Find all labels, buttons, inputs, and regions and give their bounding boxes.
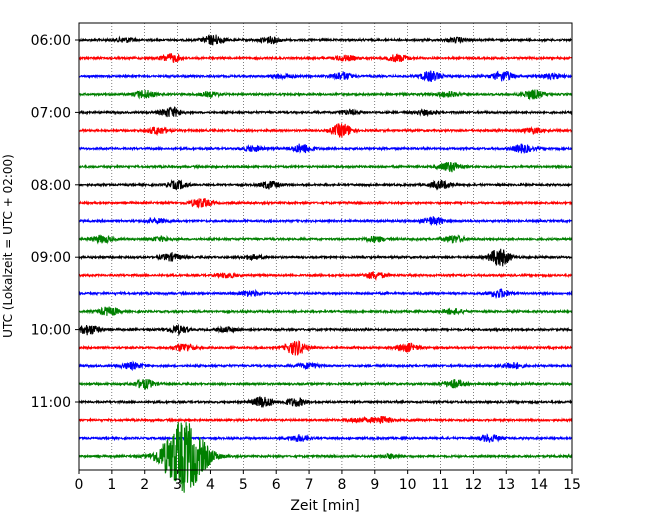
x-tick-label-15: 15: [563, 477, 581, 493]
y-axis-label: UTC (Lokalzeit = UTC + 02:00): [1, 154, 15, 338]
y-axis-ticks: 06:00 07:00 08:00 09:00 10:00 11:00: [31, 33, 79, 411]
y-tick-label-08:00: 08:00: [31, 178, 71, 194]
x-tick-label-10: 10: [399, 477, 417, 493]
trace-11:30: [78, 433, 573, 443]
x-tick-label-5: 5: [239, 477, 248, 493]
plot-frame: [78, 22, 573, 471]
trace-10:45: [78, 378, 573, 391]
trace-08:00: [78, 179, 573, 191]
x-tick-label-3: 3: [173, 477, 182, 493]
y-tick-label-10:00: 10:00: [31, 323, 71, 339]
x-tick-label-0: 0: [75, 477, 84, 493]
trace-11:45: [78, 422, 573, 493]
x-axis-ticks: 0 1 2 3 4 5 6 7 8 9 10 11 12 13 14 15: [75, 470, 581, 493]
y-tick-label-07:00: 07:00: [31, 105, 71, 121]
trace-07:45: [78, 161, 573, 173]
trace-07:00: [78, 106, 573, 118]
x-tick-label-12: 12: [464, 477, 482, 493]
trace-06:45: [78, 89, 573, 101]
trace-06:00: [78, 34, 573, 46]
x-tick-label-7: 7: [305, 477, 314, 493]
x-tick-label-9: 9: [370, 477, 379, 493]
y-tick-label-11:00: 11:00: [31, 395, 71, 411]
x-tick-label-1: 1: [107, 477, 116, 493]
trace-06:15: [78, 53, 573, 63]
trace-07:30: [78, 143, 573, 154]
trace-11:15: [78, 415, 573, 424]
x-axis-label: Zeit [min]: [290, 498, 359, 514]
trace-10:00: [78, 323, 573, 337]
x-tick-label-2: 2: [140, 477, 149, 493]
trace-06:30: [78, 70, 573, 82]
x-tick-label-11: 11: [432, 477, 450, 493]
y-tick-label-09:00: 09:00: [31, 250, 71, 266]
trace-group: [78, 34, 573, 493]
x-tick-label-6: 6: [272, 477, 281, 493]
x-tick-label-8: 8: [337, 477, 346, 493]
trace-09:30: [78, 287, 573, 299]
x-tick-label-13: 13: [497, 477, 515, 493]
trace-08:15: [78, 197, 573, 209]
trace-10:30: [78, 360, 573, 371]
trace-07:15: [78, 123, 573, 138]
y-tick-label-06:00: 06:00: [31, 33, 71, 49]
trace-09:00: [78, 248, 573, 267]
trace-08:45: [78, 234, 573, 245]
trace-09:45: [78, 306, 573, 316]
x-tick-label-14: 14: [530, 477, 548, 493]
trace-10:15: [78, 339, 573, 356]
x-tick-label-4: 4: [206, 477, 215, 493]
trace-11:00: [78, 395, 573, 408]
trace-09:15: [78, 271, 573, 281]
trace-08:30: [78, 216, 573, 226]
